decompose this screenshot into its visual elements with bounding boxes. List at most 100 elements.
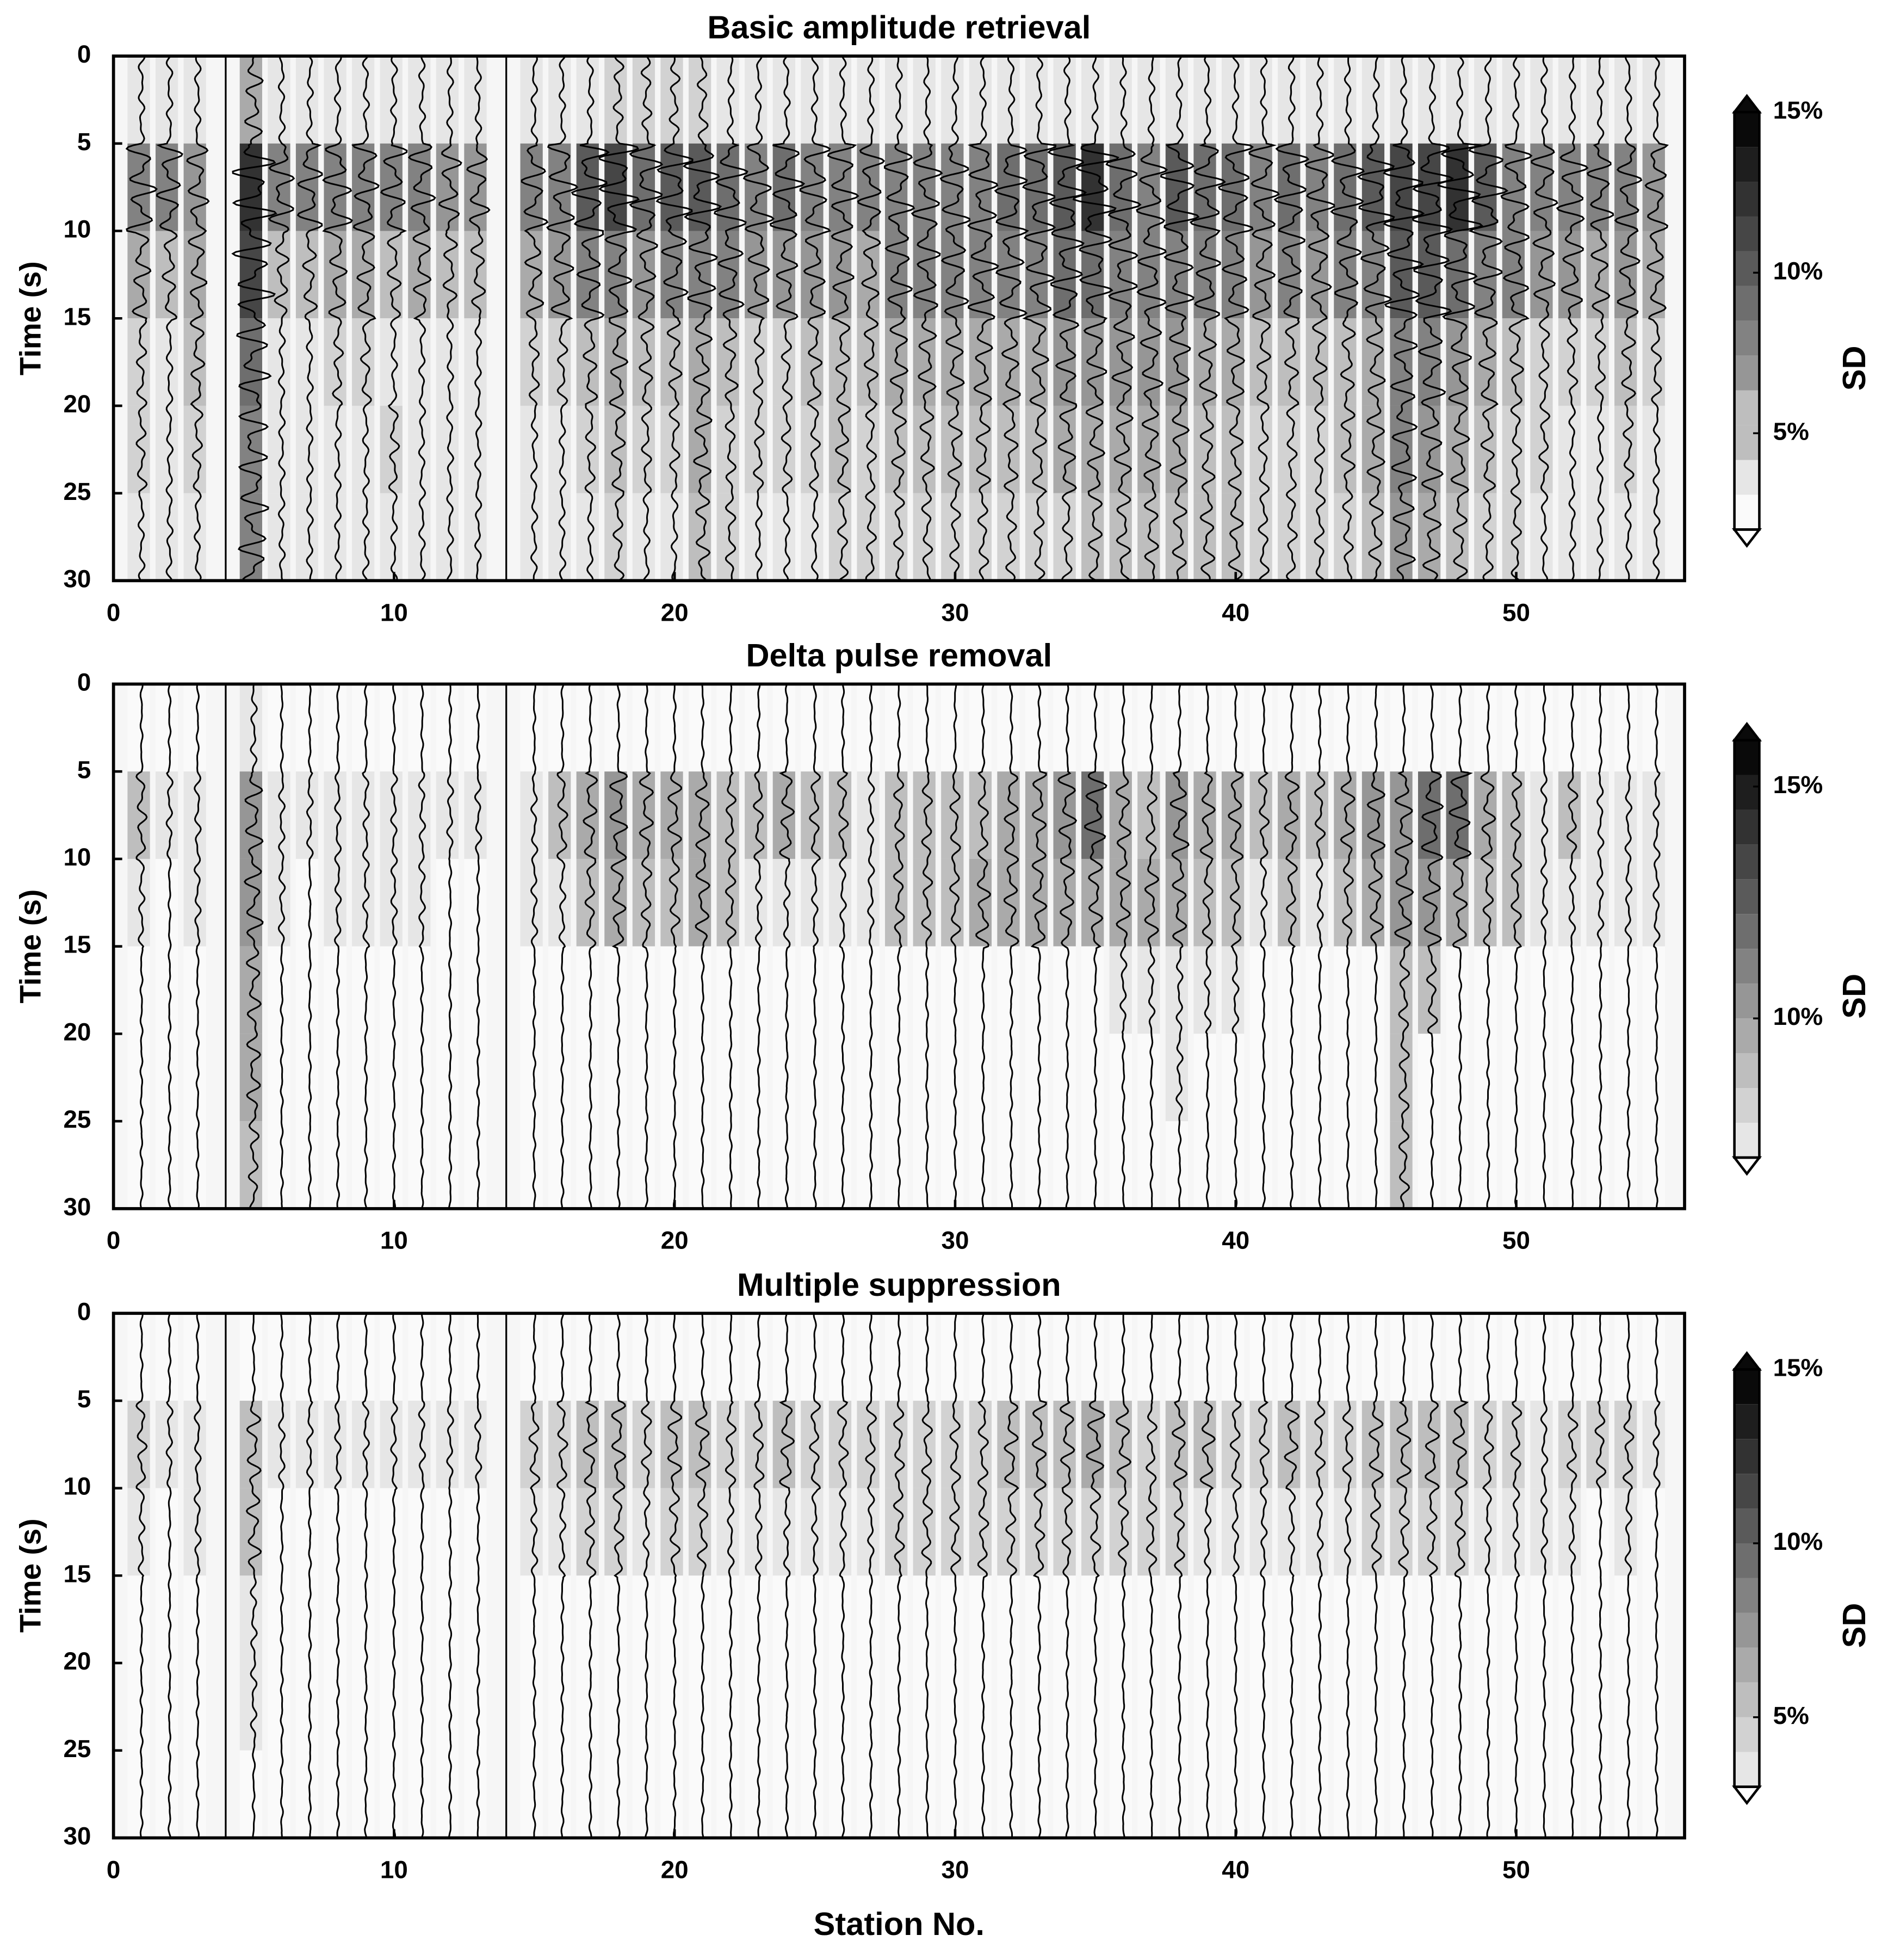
sd-cell bbox=[548, 143, 571, 231]
sd-cell bbox=[1137, 1034, 1160, 1122]
sd-cell bbox=[885, 684, 908, 772]
sd-cell bbox=[1586, 684, 1609, 772]
sd-cell bbox=[324, 1750, 346, 1838]
trace bbox=[390, 1313, 398, 1838]
sd-cell bbox=[632, 1313, 655, 1401]
sd-cell bbox=[772, 684, 795, 772]
sd-cell bbox=[1025, 1313, 1048, 1401]
sd-cell bbox=[745, 858, 767, 947]
sd-cell bbox=[1361, 946, 1385, 1034]
sd-cell bbox=[828, 56, 852, 144]
sd-cell bbox=[1558, 684, 1581, 772]
sd-cell bbox=[268, 405, 290, 493]
sd-cell bbox=[464, 493, 487, 581]
y-tick-label: 20 bbox=[63, 1647, 91, 1675]
sd-cell bbox=[436, 858, 459, 947]
trace bbox=[695, 684, 710, 1209]
trace bbox=[655, 56, 694, 582]
sd-cell bbox=[324, 1663, 346, 1751]
trace bbox=[1652, 1313, 1661, 1838]
trace bbox=[1340, 684, 1355, 1209]
sd-cell bbox=[1109, 1034, 1132, 1122]
sd-cell bbox=[969, 1121, 992, 1209]
sd-cell bbox=[576, 1750, 599, 1838]
trace bbox=[530, 684, 539, 1209]
sd-cell bbox=[548, 1575, 571, 1664]
sd-cell bbox=[408, 1663, 431, 1751]
trace bbox=[667, 1313, 682, 1838]
sd-cell bbox=[464, 1575, 487, 1664]
sd-cell bbox=[1278, 684, 1301, 772]
sd-cell bbox=[1530, 1400, 1553, 1488]
x-tick-label: 20 bbox=[661, 1856, 689, 1883]
sd-cell bbox=[183, 1121, 206, 1209]
trace bbox=[135, 1313, 148, 1838]
sd-cell bbox=[969, 1400, 992, 1488]
sd-cell bbox=[156, 684, 178, 772]
trace bbox=[949, 684, 962, 1209]
sd-cell bbox=[295, 1575, 319, 1664]
sd-cell bbox=[828, 1488, 852, 1576]
colorbar-step bbox=[1734, 1369, 1760, 1405]
sd-cell bbox=[464, 1488, 487, 1576]
sd-cell bbox=[1305, 143, 1328, 231]
trace bbox=[1468, 55, 1509, 582]
sd-cell bbox=[1558, 143, 1581, 231]
sd-cell bbox=[1446, 405, 1469, 493]
trace bbox=[1437, 55, 1484, 582]
sd-cell bbox=[1221, 684, 1245, 772]
trace bbox=[1031, 1313, 1047, 1838]
sd-cell bbox=[772, 1750, 795, 1838]
sd-cell bbox=[1221, 946, 1245, 1034]
sd-cell bbox=[156, 143, 178, 231]
sd-cell bbox=[520, 771, 543, 859]
trace bbox=[682, 55, 722, 582]
sd-cell bbox=[1193, 1313, 1216, 1401]
trace bbox=[1566, 684, 1579, 1209]
sd-cell bbox=[997, 1575, 1020, 1664]
y-tick-label: 15 bbox=[63, 1560, 91, 1587]
trace bbox=[1586, 55, 1614, 581]
trace bbox=[571, 55, 610, 581]
sd-cell bbox=[1193, 1750, 1216, 1838]
sd-cell bbox=[1193, 1034, 1216, 1122]
sd-cell bbox=[520, 1750, 543, 1838]
sd-cell bbox=[941, 1663, 964, 1751]
sd-cell bbox=[352, 1034, 375, 1122]
trace bbox=[1084, 684, 1107, 1209]
sd-cell bbox=[828, 405, 852, 493]
sd-cell bbox=[1165, 1313, 1189, 1401]
sd-cell bbox=[1053, 1663, 1076, 1751]
sd-cell bbox=[1165, 946, 1189, 1034]
sd-cell bbox=[1586, 56, 1609, 144]
trace bbox=[446, 1313, 454, 1838]
sd-cell bbox=[941, 1575, 964, 1664]
sd-cell bbox=[1530, 1121, 1553, 1209]
sd-cell bbox=[295, 1034, 319, 1122]
sd-cell bbox=[745, 1750, 767, 1838]
sd-cell bbox=[604, 1663, 627, 1751]
colorbar-step bbox=[1734, 182, 1760, 217]
trace bbox=[1652, 683, 1661, 1209]
colorbar-step bbox=[1734, 949, 1760, 984]
trace bbox=[1330, 55, 1365, 582]
sd-cell bbox=[941, 1121, 964, 1209]
sd-cell bbox=[1081, 1121, 1104, 1209]
sd-cell bbox=[183, 946, 206, 1034]
sd-cell bbox=[1025, 405, 1048, 493]
sd-cell bbox=[604, 56, 627, 144]
x-tick-label: 50 bbox=[1502, 1227, 1530, 1254]
sd-cell bbox=[1305, 684, 1328, 772]
sd-cell bbox=[1642, 1313, 1665, 1401]
sd-cell bbox=[1278, 946, 1301, 1034]
sd-cell bbox=[688, 1400, 711, 1488]
trace bbox=[867, 684, 875, 1209]
trace bbox=[1425, 1313, 1440, 1838]
sd-cell bbox=[604, 1488, 627, 1576]
sd-cell bbox=[1137, 1488, 1160, 1576]
y-tick-label: 20 bbox=[63, 390, 91, 418]
sd-cell bbox=[1305, 318, 1328, 406]
sd-cell bbox=[604, 1313, 627, 1401]
sd-cell bbox=[857, 1663, 880, 1751]
sd-cell bbox=[1025, 1488, 1048, 1576]
